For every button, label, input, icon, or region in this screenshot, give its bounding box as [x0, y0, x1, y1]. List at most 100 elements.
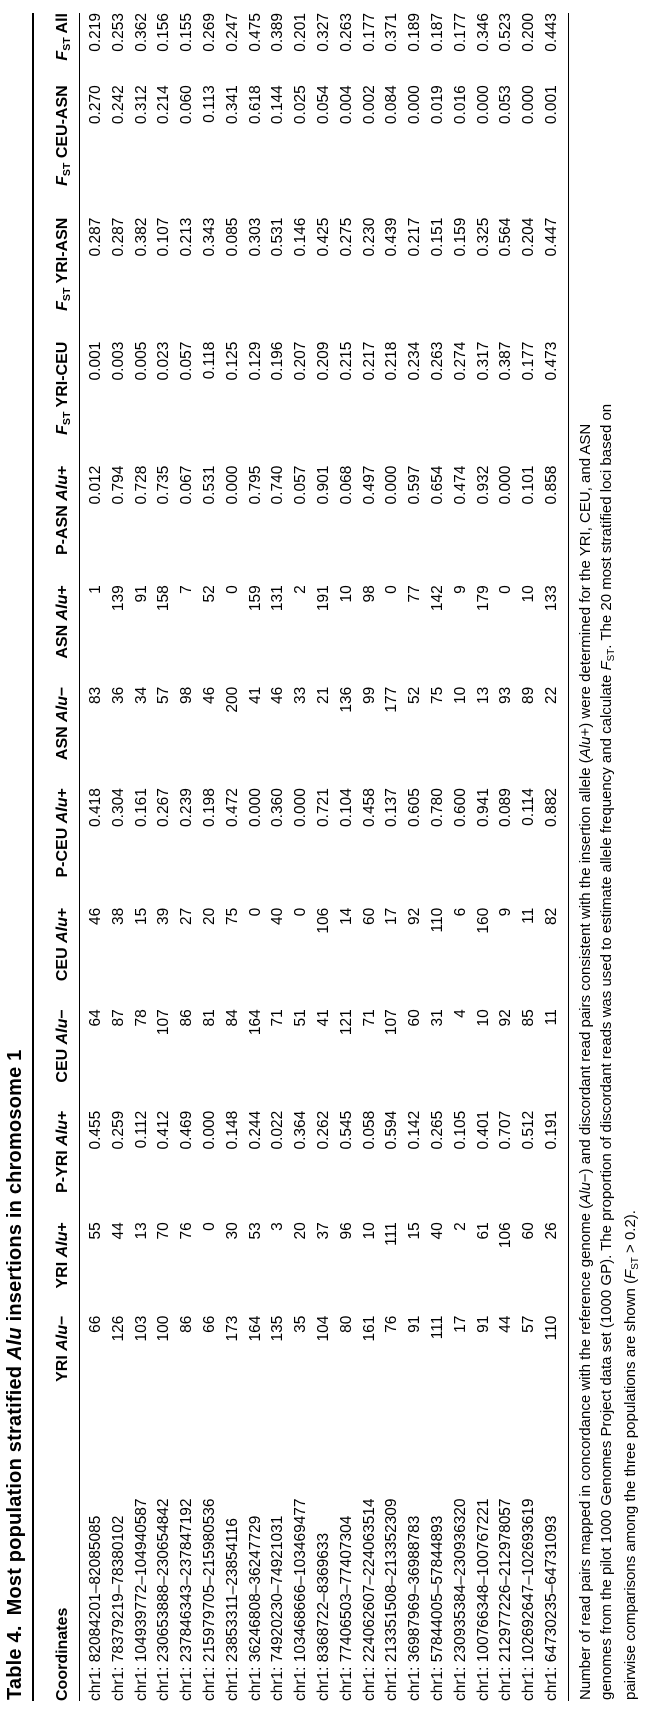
table-row: chr1: 103468666–103469477 35 20 0.364 51 0 0.0… — [290, 13, 313, 1701]
coordinates-cell: chr1: 224062607–224063514 — [360, 1498, 378, 1701]
value-cell-fst-yri-asn: 0.085 — [223, 217, 241, 257]
value-cell-yri-alu-minus: 164 — [246, 1315, 264, 1342]
value-cell-fst-ceu-asn: 0.054 — [314, 85, 332, 125]
value-cell-ceu-alu-plus: 0 — [292, 907, 310, 917]
value-cell-yri-alu-plus: 40 — [428, 1222, 446, 1240]
value-cell-fst-all: 0.389 — [269, 13, 287, 52]
value-cell-p-asn-alu-plus: 0.932 — [474, 465, 492, 505]
value-cell-fst-yri-ceu: 0.129 — [246, 341, 264, 381]
value-cell-p-asn-alu-plus: 0.531 — [200, 465, 218, 505]
value-cell-fst-yri-asn: 0.439 — [383, 217, 401, 257]
value-cell-asn-alu-minus: 33 — [292, 686, 310, 704]
value-cell-p-ceu-alu-plus: 0.267 — [155, 788, 173, 827]
value-cell-asn-alu-minus: 99 — [360, 686, 378, 704]
value-cell-yri-alu-minus: 135 — [269, 1315, 287, 1342]
value-cell-fst-yri-ceu: 0.387 — [497, 341, 515, 381]
value-cell-fst-yri-ceu: 0.118 — [200, 341, 218, 380]
value-cell-yri-alu-minus: 161 — [360, 1315, 378, 1342]
value-cell-yri-alu-plus: 37 — [314, 1222, 332, 1240]
value-cell-fst-all: 0.263 — [337, 13, 355, 52]
value-cell-asn-alu-minus: 89 — [520, 686, 538, 704]
value-cell-asn-alu-plus: 10 — [520, 585, 538, 603]
value-cell-fst-yri-asn: 0.382 — [132, 217, 150, 257]
column-header-ceu-alu-minus: CEU Alu− — [33, 1009, 80, 1111]
value-cell-fst-yri-ceu: 0.023 — [155, 341, 173, 381]
value-cell-asn-alu-plus: 142 — [428, 585, 446, 612]
coordinates-cell: chr1: 36246808–36247729 — [246, 1515, 264, 1701]
header-row: Coordinates YRI Alu− YRI Alu+ P-YRI Alu+ CEU… — [33, 13, 80, 1701]
coordinates-cell: chr1: 57844005–57844893 — [428, 1515, 446, 1701]
value-cell-yri-alu-plus: 20 — [292, 1222, 310, 1240]
coordinates-cell: chr1: 104939772–104940587 — [132, 1498, 150, 1701]
value-cell-fst-yri-ceu: 0.003 — [109, 341, 127, 381]
value-cell-ceu-alu-plus: 40 — [269, 907, 287, 926]
value-cell-asn-alu-minus: 57 — [155, 686, 173, 704]
value-cell-p-ceu-alu-plus: 0.458 — [360, 788, 378, 827]
table-row: chr1: 36246808–36247729 164 53 0.244 164 0 0.0… — [245, 13, 268, 1701]
value-cell-p-asn-alu-plus: 0.067 — [178, 465, 196, 505]
value-cell-asn-alu-plus: 2 — [292, 585, 310, 594]
coordinates-cell: chr1: 64730235–64731093 — [540, 1409, 569, 1701]
value-cell-p-ceu-alu-plus: 0.721 — [314, 788, 332, 827]
coordinates-cell: chr1: 230653888–230654842 — [155, 1498, 173, 1701]
value-cell-yri-alu-plus: 111 — [383, 1222, 401, 1246]
value-cell-yri-alu-minus: 80 — [337, 1315, 355, 1333]
value-cell-fst-yri-ceu: 0.317 — [474, 341, 492, 381]
value-cell-p-yri-alu-plus: 0.058 — [360, 1110, 378, 1150]
value-cell-fst-yri-asn: 0.159 — [451, 217, 469, 257]
value-cell-fst-ceu-asn: 0.000 — [406, 85, 424, 125]
value-cell-yri-alu-plus: 13 — [132, 1222, 150, 1240]
value-cell-ceu-alu-minus: 41 — [314, 1009, 332, 1027]
value-cell-p-asn-alu-plus: 0.794 — [109, 465, 127, 505]
value-cell-p-yri-alu-plus: 0.707 — [497, 1110, 515, 1150]
value-cell-yri-alu-minus: 111 — [428, 1315, 446, 1340]
value-cell-ceu-alu-plus: 38 — [109, 907, 127, 926]
value-cell-asn-alu-plus: 0 — [497, 585, 515, 594]
value-cell-asn-alu-minus: 200 — [223, 686, 241, 713]
value-cell-yri-alu-minus: 86 — [178, 1315, 196, 1333]
value-cell-p-ceu-alu-plus: 0.941 — [474, 788, 492, 827]
value-cell-ceu-alu-plus: 60 — [360, 907, 378, 926]
value-cell-ceu-alu-plus: 9 — [497, 907, 515, 917]
value-cell-p-yri-alu-plus: 0.455 — [87, 1110, 104, 1150]
table-row: chr1: 237846343–237847192 86 76 0.469 86 27 0.… — [176, 13, 199, 1701]
column-header-fst-all: FST All — [33, 13, 80, 86]
value-cell-fst-all: 0.371 — [383, 13, 401, 52]
column-header-coordinates: Coordinates — [33, 1409, 80, 1701]
value-cell-fst-yri-asn: 0.107 — [155, 217, 173, 257]
table-row: chr1: 78379219–78380102 126 44 0.259 87 38 0.3… — [108, 13, 131, 1701]
value-cell-fst-yri-asn: 0.531 — [269, 217, 287, 257]
table-row: chr1: 64730235–64731093 110 26 0.191 11 82 0.8… — [540, 13, 569, 1701]
value-cell-fst-all: 0.475 — [246, 13, 264, 52]
value-cell-fst-ceu-asn: 0.084 — [383, 85, 401, 125]
footnote-line: Number of read pairs mapped in concordan… — [576, 423, 594, 1700]
value-cell-ceu-alu-plus: 92 — [406, 907, 424, 926]
table-row: chr1: 224062607–224063514 161 10 0.058 71 60 0… — [359, 13, 382, 1701]
value-cell-yri-alu-minus: 104 — [314, 1315, 332, 1342]
value-cell-p-asn-alu-plus: 0.000 — [223, 465, 241, 505]
value-cell-p-yri-alu-plus: 0.401 — [474, 1110, 492, 1150]
value-cell-ceu-alu-plus: 39 — [155, 907, 173, 926]
value-cell-p-asn-alu-plus: 0.735 — [155, 465, 173, 505]
value-cell-fst-all: 0.219 — [87, 13, 104, 52]
column-header-fst-yri-ceu: FST YRI-CEU — [33, 341, 80, 466]
value-cell-ceu-alu-plus: 160 — [474, 907, 492, 934]
value-cell-p-yri-alu-plus: 0.545 — [337, 1110, 355, 1150]
value-cell-fst-ceu-asn: 0.270 — [87, 85, 104, 125]
value-cell-p-yri-alu-plus: 0.244 — [246, 1110, 264, 1150]
value-cell-p-asn-alu-plus: 0.000 — [383, 465, 401, 505]
value-cell-asn-alu-plus: 98 — [360, 585, 378, 603]
value-cell-p-yri-alu-plus: 0.142 — [406, 1110, 424, 1150]
value-cell-fst-yri-asn: 0.287 — [109, 217, 127, 257]
value-cell-asn-alu-plus: 179 — [474, 585, 492, 612]
table-row: chr1: 36987969–36988783 91 15 0.142 60 92 0.60… — [404, 13, 427, 1701]
value-cell-p-asn-alu-plus: 0.057 — [292, 465, 310, 505]
value-cell-p-ceu-alu-plus: 0.089 — [497, 788, 515, 827]
value-cell-asn-alu-plus: 91 — [132, 585, 150, 603]
value-cell-yri-alu-plus: 15 — [406, 1222, 424, 1240]
table-row: chr1: 82084201–82085085 66 55 0.455 64 46 0.41… — [80, 13, 108, 1701]
value-cell-ceu-alu-minus: 51 — [292, 1009, 310, 1027]
value-cell-yri-alu-minus: 110 — [540, 1315, 569, 1409]
value-cell-asn-alu-minus: 36 — [109, 686, 127, 704]
value-cell-p-ceu-alu-plus: 0.472 — [223, 788, 241, 827]
